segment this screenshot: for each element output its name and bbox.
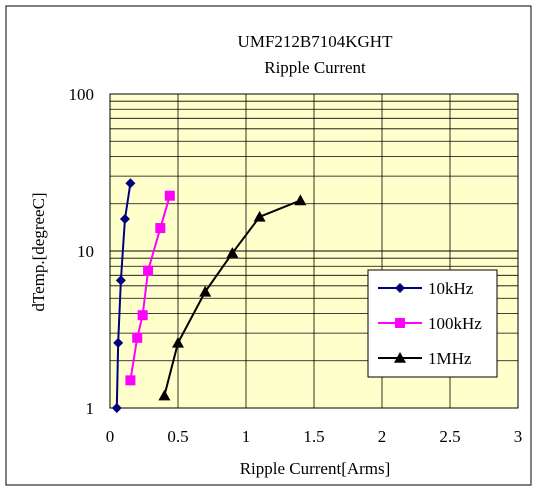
data-point: [155, 223, 166, 234]
data-point: [164, 190, 175, 201]
legend-label: 10kHz: [428, 279, 474, 298]
series-100khz: [125, 190, 175, 386]
series-1mhz: [158, 194, 307, 401]
data-point: [132, 332, 143, 343]
legend-item-10khz: 10kHz: [378, 279, 474, 298]
chart-subtitle: Ripple Current: [264, 58, 366, 77]
series-10khz: [111, 178, 136, 413]
series-line: [163, 199, 301, 396]
legend-label: 1MHz: [428, 349, 472, 368]
x-tick-label: 0.5: [167, 427, 188, 446]
legend-marker: [394, 352, 406, 363]
y-tick-label: 100: [69, 85, 95, 104]
legend-marker: [395, 318, 405, 328]
x-axis-label: Ripple Current[Arms]: [240, 459, 391, 478]
data-point: [119, 213, 130, 224]
data-point: [125, 375, 136, 386]
tick-labels: 0 0.5 1 1.5 2 2.5 3 1 10 100: [69, 85, 523, 446]
series-line: [129, 195, 171, 381]
data-point: [199, 285, 212, 297]
data-point: [253, 210, 266, 222]
legend-item-1mhz: 1MHz: [378, 349, 472, 368]
data-point: [158, 389, 171, 401]
data-point: [143, 265, 154, 276]
data-point: [172, 336, 184, 348]
data-point: [125, 178, 136, 189]
x-tick-label: 1: [242, 427, 251, 446]
x-tick-label: 2: [378, 427, 387, 446]
data-point: [294, 194, 307, 206]
data-point: [115, 275, 126, 286]
legend-items: 10kHz 100kHz 1MHz: [378, 279, 482, 368]
x-tick-label: 1.5: [303, 427, 324, 446]
data-point: [226, 247, 239, 258]
data-point: [137, 310, 148, 321]
x-tick-label: 0: [106, 427, 115, 446]
series-layer: [111, 178, 307, 413]
legend-marker: [395, 283, 405, 293]
legend-item-100khz: 100kHz: [378, 314, 482, 333]
legend: 10kHz 100kHz 1MHz: [367, 269, 498, 378]
data-point: [113, 337, 124, 348]
x-tick-label: 3: [514, 427, 523, 446]
y-tick-label: 10: [77, 242, 94, 261]
x-tick-label: 2.5: [439, 427, 460, 446]
legend-label: 100kHz: [428, 314, 482, 333]
data-point: [111, 403, 122, 413]
y-axis-label: dTemp.[degreeC]: [29, 192, 48, 311]
chart-title: UMF212B7104KGHT: [238, 32, 394, 51]
y-tick-label: 1: [86, 399, 95, 418]
